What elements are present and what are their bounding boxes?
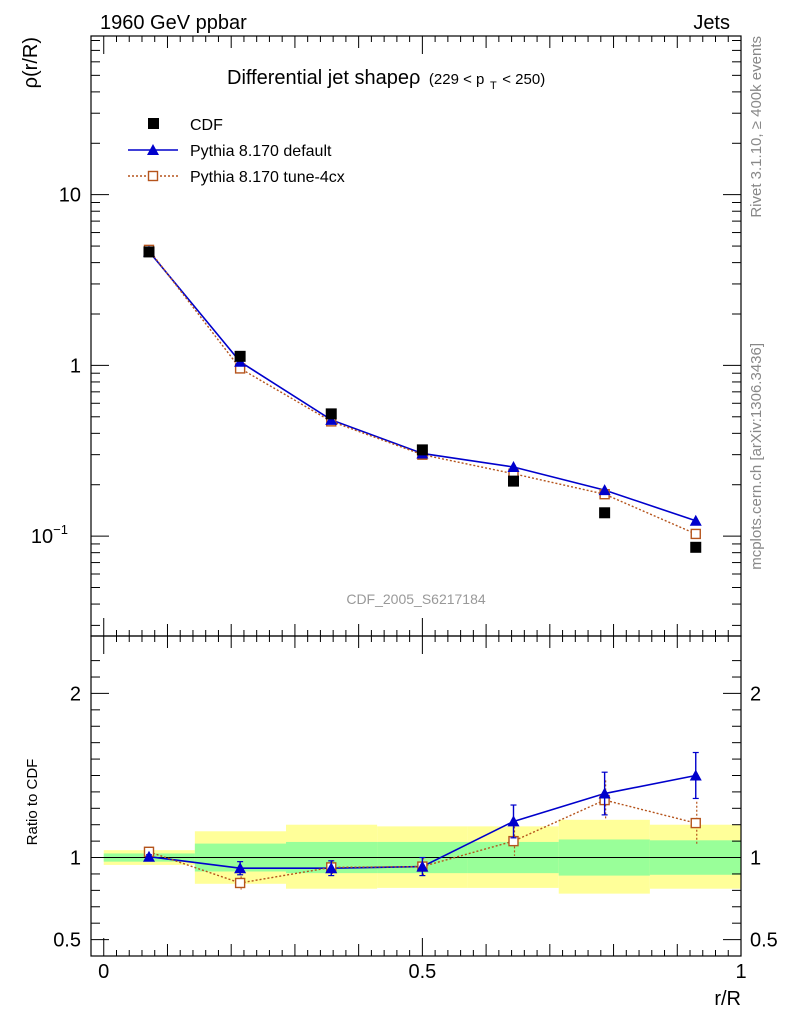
cdf-data-point [690, 541, 702, 553]
main-series-marks [142, 244, 702, 553]
legend: CDF Pythia 8.170 default Pythia 8.170 tu… [128, 117, 345, 186]
ratio-plot-frame [90, 635, 742, 957]
mcplots-label: mcplots.cern.ch [arXiv:1306.3436] [748, 343, 765, 570]
ratio-y-tick-label-right: 2 [750, 683, 761, 705]
ratio-y-axis-label: Ratio to CDF [24, 759, 41, 846]
legend-pythia-tune4cx-label: Pythia 8.170 tune-4cx [190, 169, 345, 186]
pythia-default-line [148, 250, 697, 522]
main-y-tick-label-base: 10 [31, 526, 53, 548]
pythia-default-point [689, 514, 702, 526]
plot-title-range: (229 < p [429, 71, 484, 88]
ratio-y-tick-label-left: 0.5 [53, 930, 81, 952]
ratio-uncertainty-bands [103, 819, 741, 894]
ratio-series-marks [142, 751, 702, 890]
cdf-data-point [143, 246, 155, 258]
main-plot-frame [90, 35, 742, 637]
pythia-tune4cx-line [148, 249, 697, 535]
pythia-default-point [507, 461, 520, 473]
plot-title-main: Differential jet shapeρ [227, 67, 420, 89]
ratio-pythia-default-point [598, 787, 611, 799]
ratio-pythia-tune4cx-point [690, 817, 701, 829]
x-axis-label: r/R [714, 988, 741, 1010]
ratio-x-tick-label: 1 [735, 961, 746, 983]
ratio-pythia-default-point [325, 862, 338, 874]
ratio-y-tick-label-right: 0.5 [750, 930, 778, 952]
ratio-x-tick-label: 0 [98, 961, 109, 983]
analysis-watermark: CDF_2005_S6217184 [346, 591, 486, 607]
ratio-pythia-default-point [234, 862, 247, 874]
main-axis-ticks [91, 36, 742, 636]
cdf-data-point [234, 350, 246, 362]
pythia-tune4cx-point [690, 528, 701, 540]
ratio-axis-ticks [91, 636, 742, 956]
ratio-tick-labels: 2 21 10.5 0.50 0.5 1 [53, 683, 778, 983]
pythia-default-point [598, 484, 611, 496]
ratio-x-tick-label: 0.5 [408, 961, 436, 983]
legend-cdf-label: CDF [190, 117, 223, 134]
energy-label: 1960 GeV ppbar [100, 12, 247, 34]
main-y-tick-label: 10−1 [31, 522, 68, 548]
ratio-pythia-default-point [689, 769, 702, 781]
ratio-pythia-default-point [142, 850, 155, 862]
ratio-y-tick-label-left: 1 [70, 848, 81, 870]
main-y-tick-label-exp: −1 [53, 522, 68, 537]
ratio-pythia-tune4cx-point [234, 877, 246, 889]
rivet-label: Rivet 3.1.10, ≥ 400k events [748, 36, 765, 218]
plot-title-sub: T [490, 80, 497, 92]
legend-cdf-marker [148, 118, 159, 129]
cdf-data-point [416, 444, 428, 456]
ratio-pythia-default-point [416, 860, 429, 872]
cdf-data-point [508, 475, 519, 487]
ratio-panel: 2 21 10.5 0.50 0.5 1 Ratio to CDF r/R [24, 635, 778, 1010]
legend-pythia-tune4cx-marker [147, 170, 159, 182]
plot-title: Differential jet shapeρ (229 < p T < 250… [227, 67, 545, 94]
ratio-pythia-default-point [507, 815, 520, 827]
cdf-data-point [325, 408, 337, 420]
ratio-y-tick-label-right: 1 [750, 848, 761, 870]
main-y-tick-label: 10 [59, 185, 81, 207]
ratio-y-tick-label-left: 2 [70, 683, 81, 705]
legend-pythia-default-marker [147, 144, 159, 155]
main-y-tick-label: 1 [70, 355, 81, 377]
legend-pythia-default-label: Pythia 8.170 default [190, 143, 332, 160]
plot-title-end: < 250) [502, 71, 545, 88]
cdf-data-point [599, 507, 611, 519]
main-y-axis-label: ρ(r/R) [20, 37, 42, 88]
main-series-lines [148, 249, 697, 535]
category-label: Jets [693, 12, 730, 34]
